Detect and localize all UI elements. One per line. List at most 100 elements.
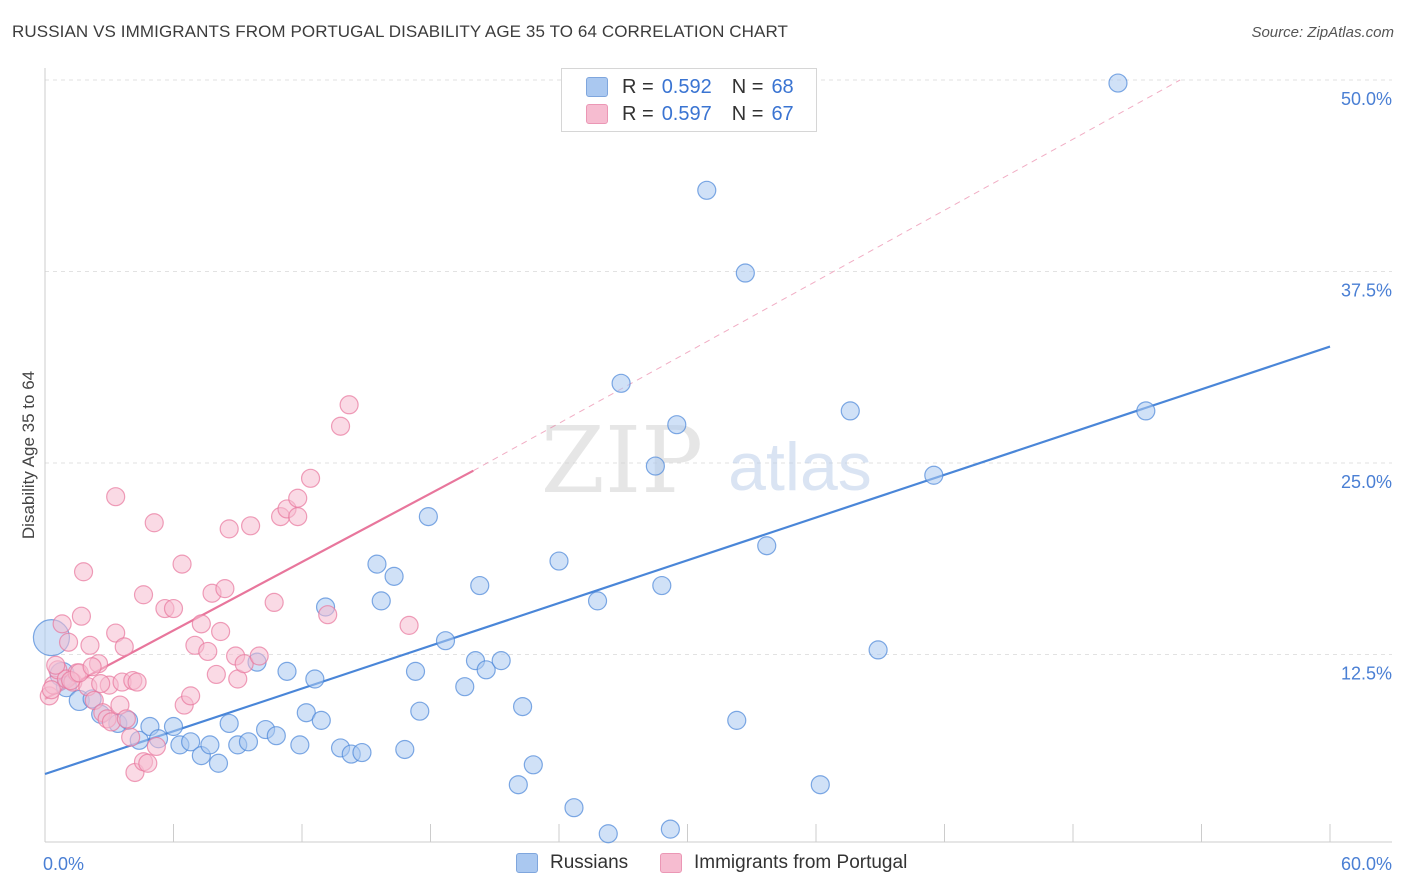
x-tick-label: 60.0% — [1341, 854, 1392, 874]
data-point — [727, 710, 747, 730]
data-point — [58, 632, 79, 652]
data-point — [238, 732, 259, 752]
y-tick-label: 25.0% — [1341, 472, 1392, 492]
data-point — [523, 755, 543, 775]
data-point — [71, 606, 92, 626]
data-point — [318, 605, 338, 625]
data-point — [305, 669, 325, 689]
trend-line-portugal — [44, 469, 474, 700]
data-point — [405, 661, 426, 681]
data-point — [667, 415, 687, 435]
data-points — [32, 73, 1156, 844]
series-legend: Russians Immigrants from Portugal — [0, 852, 1406, 878]
data-point — [200, 735, 220, 755]
data-point — [121, 727, 141, 747]
data-point — [371, 591, 391, 611]
data-point — [249, 646, 269, 666]
legend-r-value: 0.592 — [661, 75, 712, 98]
legend-n-label: N = — [731, 102, 764, 125]
data-point — [476, 660, 496, 680]
data-point — [91, 674, 111, 694]
y-axis-label: Disability Age 35 to 64 — [19, 371, 38, 539]
y-tick-label: 37.5% — [1341, 281, 1392, 301]
data-point — [288, 507, 308, 527]
data-point — [587, 591, 608, 611]
data-point — [455, 677, 475, 697]
legend-label-portugal: Immigrants from Portugal — [694, 852, 908, 873]
gridlines — [45, 79, 1392, 655]
data-point — [491, 651, 511, 671]
data-point — [757, 536, 777, 556]
data-point — [191, 614, 211, 634]
data-point — [296, 703, 316, 723]
legend-swatch-portugal — [586, 104, 608, 124]
data-point — [41, 680, 62, 700]
series-portugal — [39, 395, 419, 783]
data-point — [735, 263, 755, 283]
data-point — [219, 713, 239, 734]
data-point — [598, 824, 618, 844]
legend-item-portugal[interactable]: Immigrants from Portugal — [660, 852, 907, 874]
data-point — [660, 819, 680, 839]
data-point — [181, 732, 201, 752]
data-point — [367, 554, 387, 574]
data-point — [80, 635, 100, 655]
trend-line-russians — [44, 345, 1331, 776]
data-point — [395, 739, 415, 760]
trend-lines — [44, 79, 1331, 776]
data-point — [508, 775, 528, 795]
data-point — [410, 701, 430, 721]
data-point — [172, 554, 192, 574]
legend-n-value: 67 — [771, 102, 794, 125]
source-label: Source: ZipAtlas.com — [1251, 24, 1394, 41]
data-point — [399, 615, 419, 635]
data-point — [211, 621, 231, 642]
y-tick-label: 50.0% — [1341, 89, 1392, 109]
data-point — [652, 575, 672, 596]
data-point — [266, 726, 286, 746]
y-tick-label: 12.5% — [1341, 664, 1392, 684]
data-point — [564, 798, 584, 818]
data-point — [697, 180, 717, 200]
data-point — [645, 456, 665, 476]
data-point — [277, 661, 297, 681]
x-tick-label: 0.0% — [43, 854, 84, 874]
data-point — [868, 640, 888, 660]
data-point — [116, 709, 136, 729]
data-point — [208, 753, 229, 773]
data-point — [418, 507, 438, 527]
correlation-legend: R = 0.592 N = 68 R = 0.597 N = 67 — [561, 68, 817, 132]
data-point — [330, 416, 351, 436]
data-point — [206, 664, 226, 685]
series-russians — [32, 73, 1156, 844]
chart-title: RUSSIAN VS IMMIGRANTS FROM PORTUGAL DISA… — [12, 22, 789, 41]
legend-row-portugal: R = 0.597 N = 67 — [586, 101, 794, 127]
data-point — [163, 716, 184, 737]
data-point — [215, 579, 235, 599]
data-point — [264, 592, 284, 613]
data-point — [549, 551, 569, 571]
data-point — [46, 655, 66, 675]
data-point — [73, 562, 94, 582]
data-point — [810, 775, 830, 795]
data-point — [82, 657, 102, 677]
legend-swatch-russians — [516, 853, 538, 873]
legend-item-russians[interactable]: Russians — [516, 852, 628, 874]
legend-n-label: N = — [731, 75, 764, 98]
legend-n-value: 68 — [771, 75, 794, 98]
legend-row-russians: R = 0.592 N = 68 — [586, 74, 794, 100]
data-point — [146, 736, 166, 757]
trend-line-extension — [473, 79, 1181, 472]
data-point — [384, 566, 404, 586]
axes — [44, 68, 1392, 843]
data-point — [198, 641, 218, 662]
data-point — [1136, 401, 1156, 421]
data-point — [219, 519, 239, 539]
legend-r-value: 0.597 — [661, 102, 712, 125]
legend-label-russians: Russians — [550, 852, 629, 873]
data-point — [288, 488, 308, 508]
data-point — [163, 598, 184, 619]
data-point — [512, 696, 533, 717]
data-point — [138, 753, 158, 773]
